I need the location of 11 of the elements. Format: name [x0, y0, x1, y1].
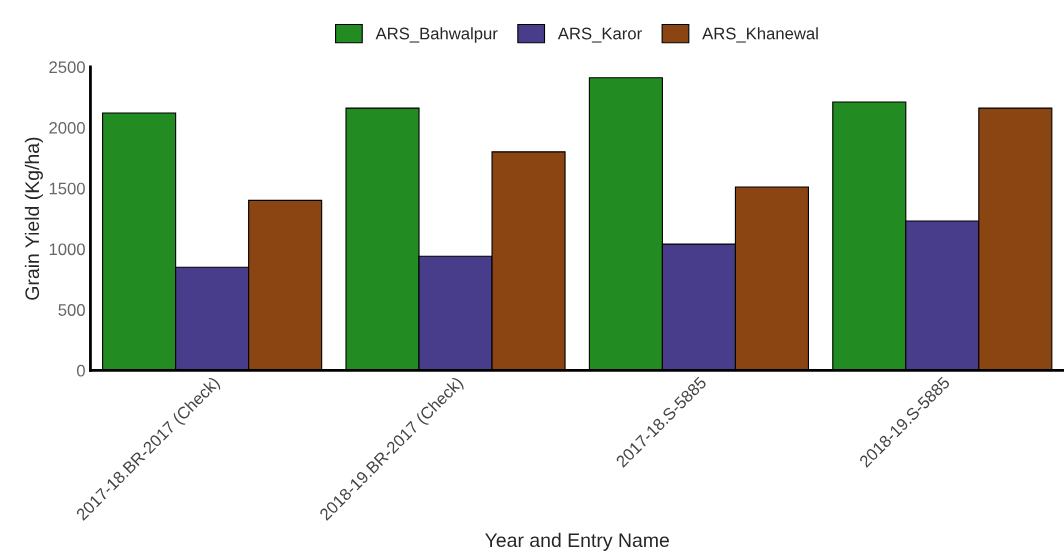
y-axis-title: Grain Yield (Kg/ha)	[24, 137, 43, 300]
x-axis-title: Year and Entry Name	[485, 532, 669, 551]
y-tick-label: 1000	[49, 243, 85, 256]
y-tick-label: 2500	[49, 61, 85, 74]
y-tick-label: 0	[76, 364, 85, 377]
legend-label: ARS_Bahwalpur	[375, 27, 498, 43]
y-tick-label: 1500	[49, 182, 85, 195]
legend-label: ARS_Karor	[557, 27, 642, 43]
y-tick-label: 2000	[49, 121, 85, 134]
y-tick-label: 500	[58, 304, 85, 316]
legend-label: ARS_Khanewal	[702, 27, 818, 43]
